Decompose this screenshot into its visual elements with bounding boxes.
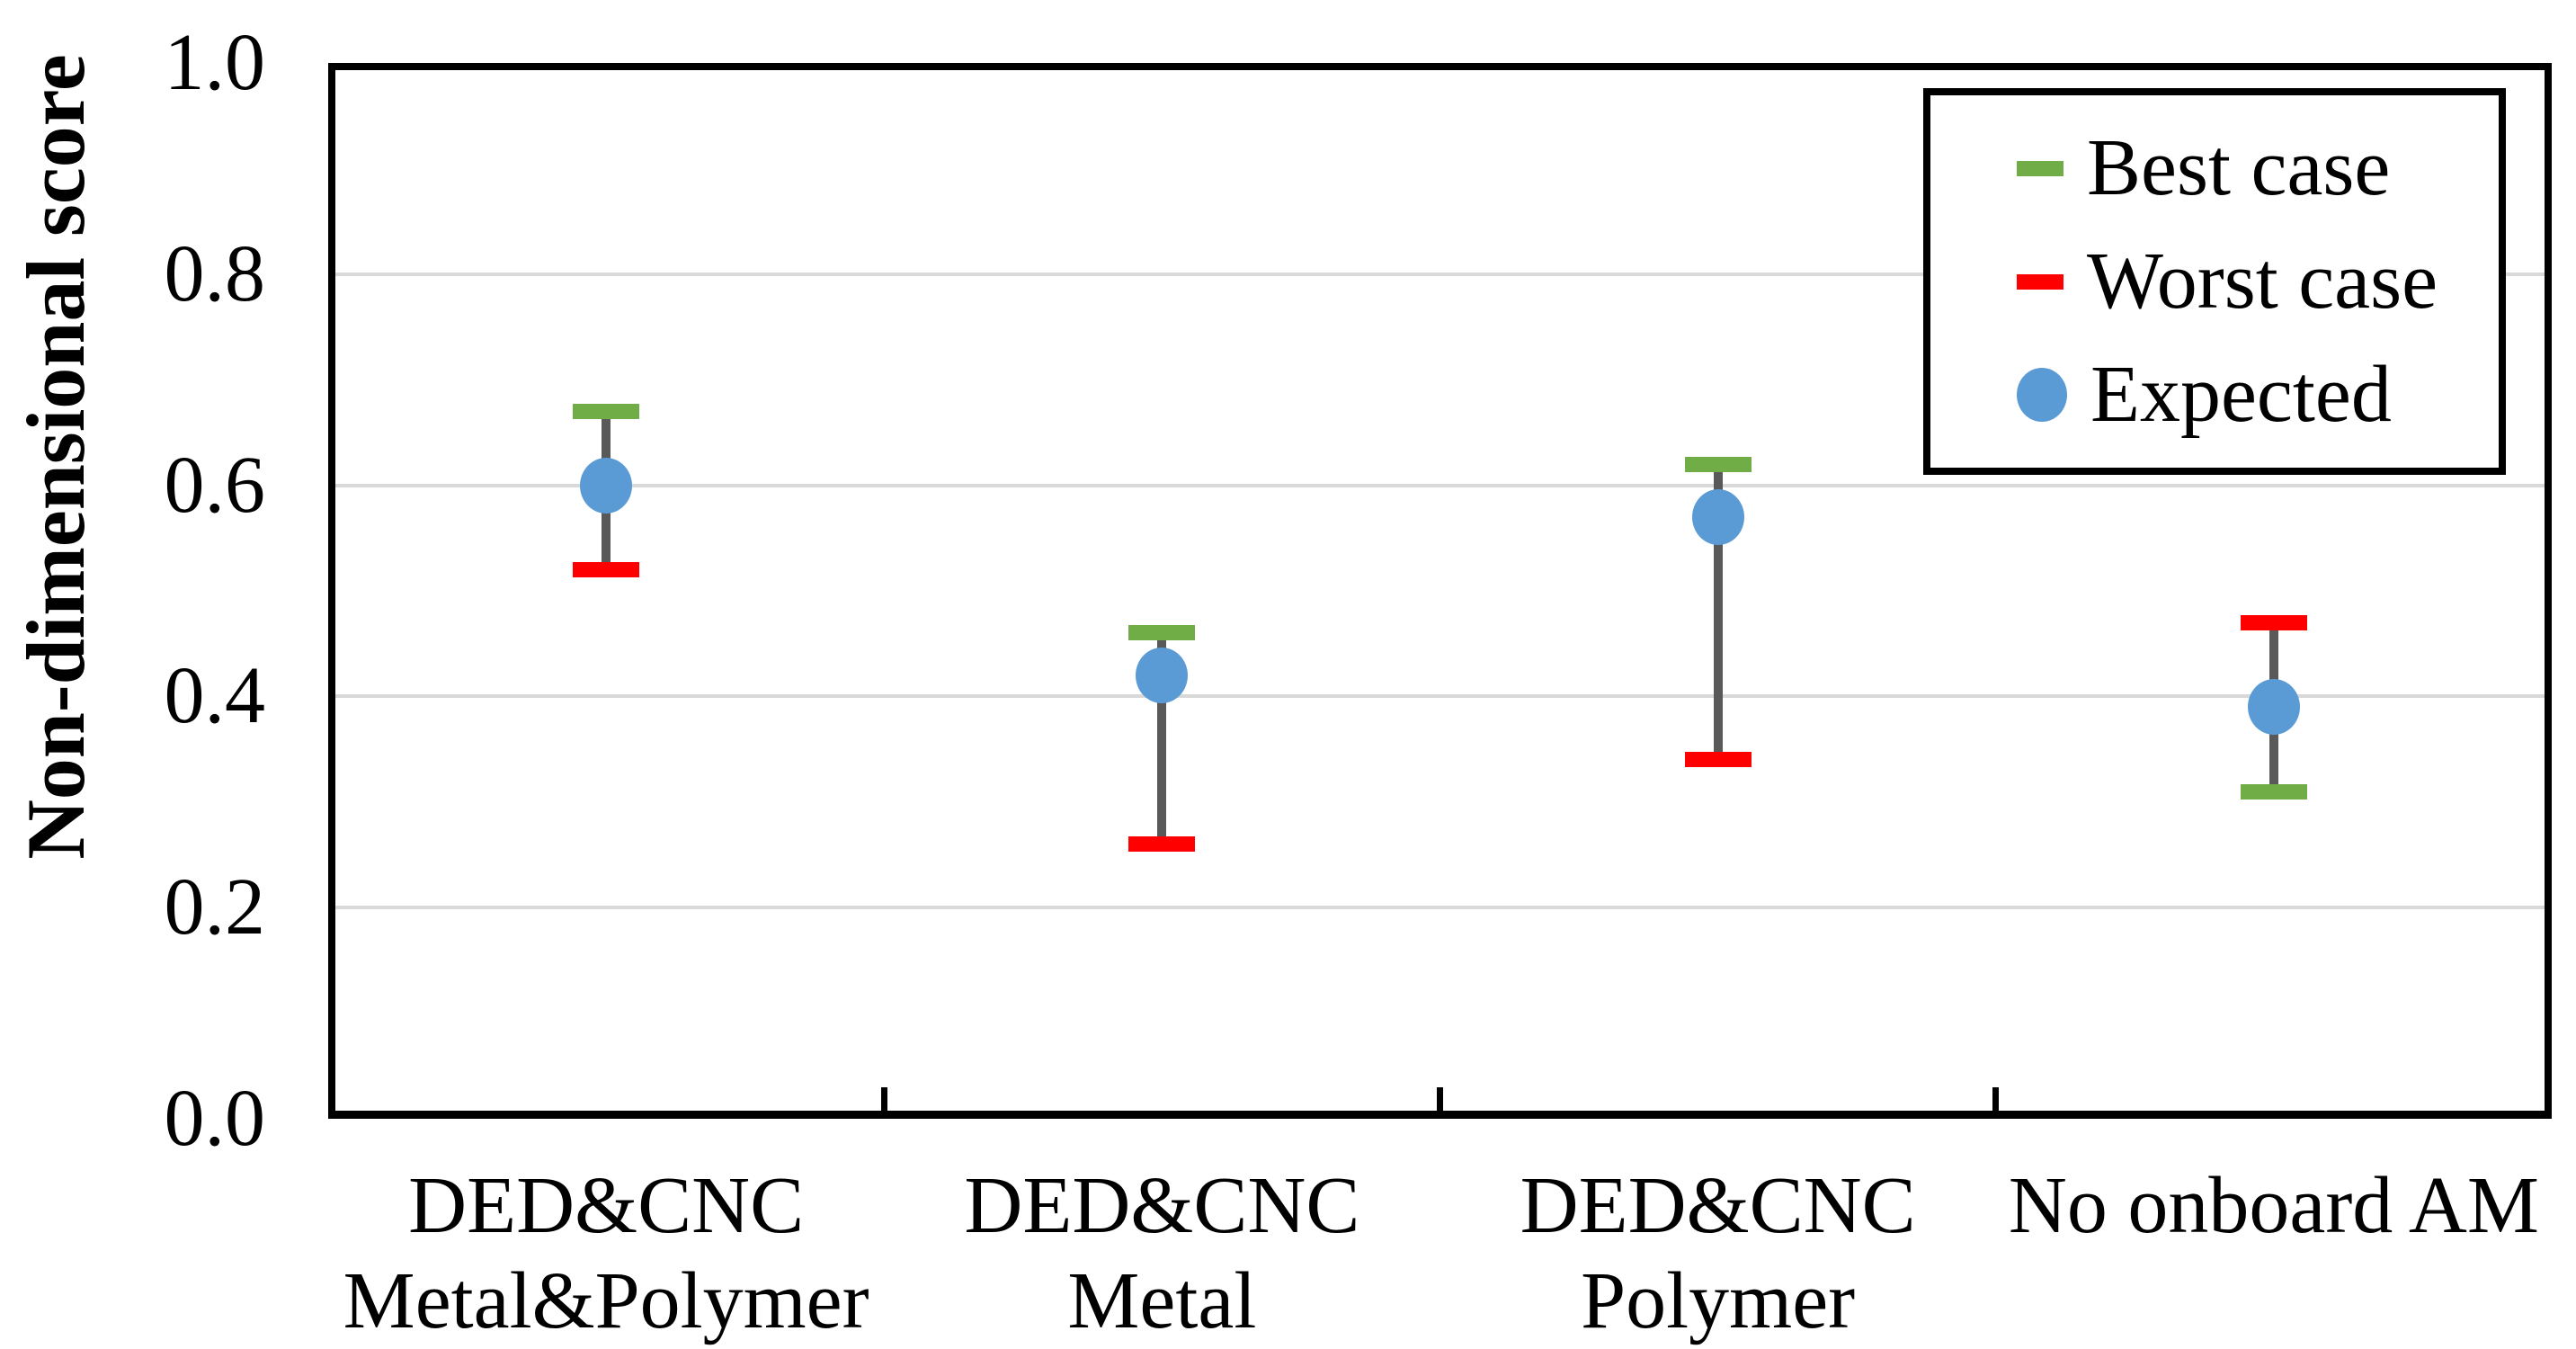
expected-marker	[2247, 679, 2300, 736]
gridline-0.6	[335, 483, 2545, 487]
x-category-label-line: DED&CNC	[1520, 1161, 1916, 1250]
x-category-label-line: DED&CNC	[964, 1161, 1360, 1250]
x-category-label-line: DED&CNC	[408, 1161, 805, 1250]
error-bar	[1713, 464, 1723, 760]
best-case-marker	[573, 403, 640, 419]
x-axis-tick	[1992, 1087, 2000, 1111]
worst-case-marker	[2240, 614, 2307, 630]
legend-entry-worst-case: Worst case	[2017, 241, 2499, 322]
error-bar	[1157, 632, 1167, 844]
y-tick-label: 0.8	[164, 228, 266, 318]
legend-entry-best-case: Best case	[2017, 128, 2499, 209]
plot-frame	[328, 63, 2552, 1119]
legend-label-best-case: Best case	[2087, 123, 2391, 212]
worst-case-dash-icon	[2017, 273, 2063, 290]
y-tick-label: 0.2	[164, 862, 266, 952]
best-case-dash-icon	[2017, 160, 2063, 176]
x-category-label-line: Metal	[1067, 1256, 1257, 1346]
gridline-0.4	[335, 694, 2545, 699]
expected-marker	[580, 457, 633, 514]
y-tick-label: 0.0	[164, 1074, 266, 1163]
y-tick-label: 0.6	[164, 440, 266, 530]
y-tick-label: 0.4	[164, 651, 266, 741]
x-category-label-line: Polymer	[1581, 1256, 1856, 1346]
worst-case-marker	[1684, 752, 1752, 768]
x-category-label: DED&CNC Metal	[964, 1158, 1359, 1349]
legend-label-expected: Expected	[2090, 350, 2392, 439]
worst-case-marker	[573, 562, 640, 578]
best-case-marker	[1128, 625, 1196, 641]
expected-circle-icon	[2017, 368, 2067, 422]
x-category-label: No onboard AM	[2009, 1158, 2539, 1254]
legend-entry-expected: Expected	[2017, 354, 2499, 435]
legend: Best case Worst case Expected	[1923, 88, 2506, 475]
x-category-label-line: No onboard AM	[2008, 1161, 2539, 1250]
best-case-marker	[2240, 783, 2307, 800]
x-category-label: DED&CNC Metal&Polymer	[343, 1158, 869, 1349]
worst-case-marker	[1128, 836, 1196, 853]
best-case-marker	[1684, 456, 1752, 472]
x-axis-tick	[880, 1087, 887, 1111]
gridline-0.8	[335, 272, 2545, 276]
expected-marker	[1691, 488, 1744, 545]
x-category-label-line: Metal&Polymer	[343, 1256, 869, 1346]
y-tick-label: 1.0	[164, 18, 266, 107]
gridline-0.2	[335, 906, 2545, 910]
x-axis-tick	[1437, 1087, 1443, 1111]
legend-label-worst-case: Worst case	[2087, 237, 2438, 326]
x-category-label: DED&CNC Polymer	[1520, 1158, 1916, 1349]
expected-marker	[1136, 647, 1189, 703]
